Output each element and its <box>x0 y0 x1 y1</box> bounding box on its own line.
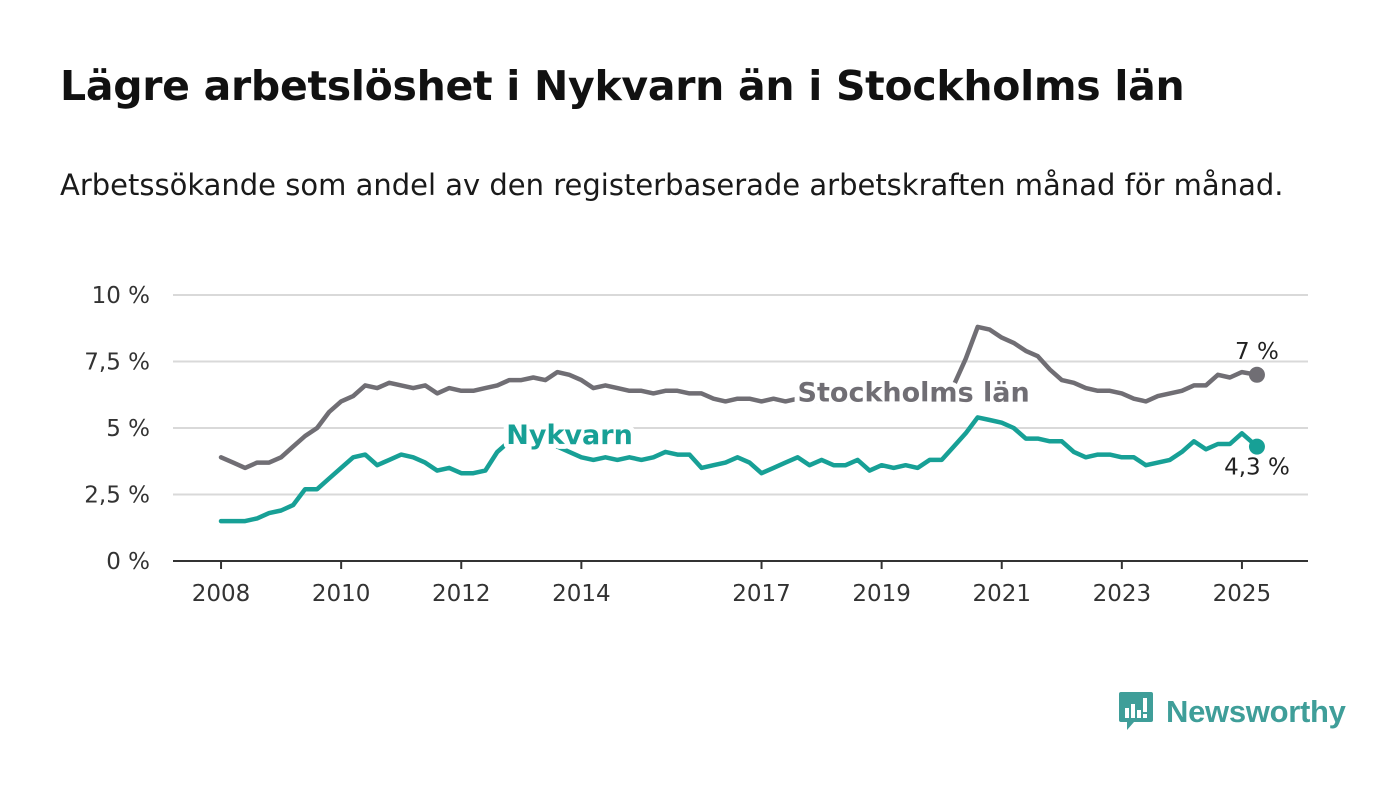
x-tick-label: 2017 <box>732 581 791 607</box>
y-tick-label: 7,5 % <box>84 350 150 376</box>
series-label-halo: Nykvarn <box>506 420 633 451</box>
series-line-nykvarn <box>218 415 1260 524</box>
series-end-point <box>1248 366 1265 383</box>
y-tick-label: 0 % <box>106 549 150 575</box>
brand-name: Newsworthy <box>1166 694 1346 729</box>
series-lines <box>218 324 1265 524</box>
x-tick-label: 2021 <box>972 581 1031 607</box>
y-axis-ticks: 0 % 2,5 % 5 % 7,5 % 10 % <box>84 283 150 575</box>
series-name-label: Stockholms län <box>798 377 1030 408</box>
x-tick-label: 2012 <box>432 581 491 607</box>
x-tick-label: 2014 <box>552 581 611 607</box>
x-tick-label: 2025 <box>1213 581 1272 607</box>
series-name-label: Nykvarn <box>506 420 633 451</box>
chart-subtitle: Arbetssökande som andel av den registerb… <box>60 168 1284 202</box>
series-line-stockholms-lan <box>218 324 1260 471</box>
y-tick-label: 2,5 % <box>84 483 150 509</box>
series-end-label: 4,3 % <box>1224 455 1290 481</box>
brand-logo: Newsworthy <box>1118 690 1346 734</box>
y-tick-label: 5 % <box>106 416 150 442</box>
x-tick-label: 2023 <box>1093 581 1152 607</box>
x-tick-label: 2019 <box>852 581 911 607</box>
x-tick-label: 2008 <box>192 581 251 607</box>
series-end-point <box>1248 438 1265 455</box>
series-end-label: 7 % <box>1235 339 1279 365</box>
y-tick-label: 10 % <box>92 283 150 309</box>
gridlines <box>173 294 1308 562</box>
chart-title: Lägre arbetslöshet i Nykvarn än i Stockh… <box>60 62 1185 110</box>
x-axis-ticks: 2008 2010 2012 2014 2017 2019 2021 2023 2025 <box>192 561 1271 607</box>
newsworthy-logo-icon <box>1119 692 1153 730</box>
x-tick-label: 2010 <box>312 581 371 607</box>
series-label-halo: Stockholms län <box>798 377 1030 408</box>
